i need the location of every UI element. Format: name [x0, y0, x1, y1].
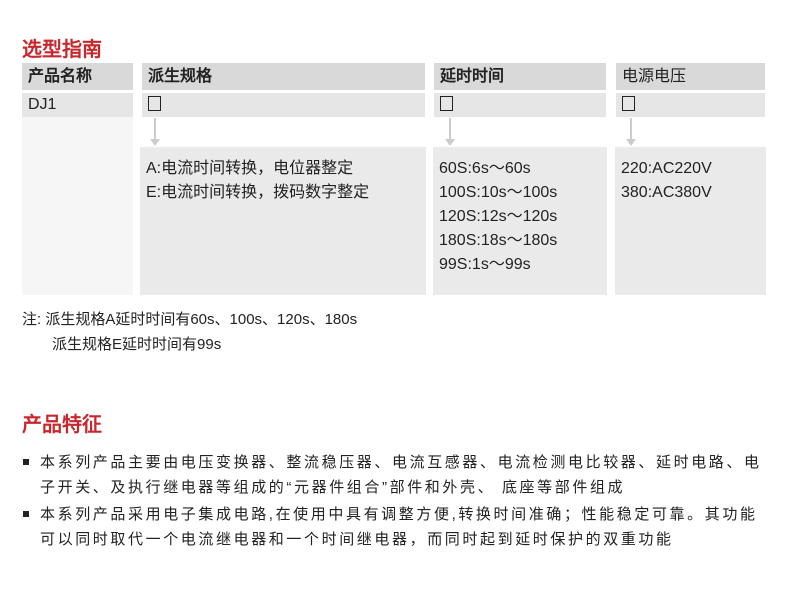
product-model: DJ1 — [22, 93, 133, 117]
header-voltage: 电源电压 — [616, 63, 765, 90]
placeholder-box-icon — [440, 95, 453, 111]
arrow-down-icon — [445, 118, 455, 146]
voltage-options: 220:AC220V 380:AC380V — [615, 147, 766, 295]
delay-option: 120S:12s～120s — [439, 208, 558, 225]
variant-option: A:电流时间转换，电位器整定 — [146, 160, 354, 177]
feature-item: 本系列产品采用电子集成电路,在使用中具有调整方便,转换时间准确；性能稳定可靠。其… — [23, 502, 758, 552]
delay-option: 99S:1s～99s — [439, 256, 531, 273]
placeholder-box-icon — [622, 95, 635, 111]
feature-item: 本系列产品主要由电压变换器、整流稳压器、电流互感器、电流检测电比较器、延时电路、… — [23, 450, 762, 500]
arrow-down-icon — [626, 118, 636, 146]
header-product-name: 产品名称 — [22, 63, 133, 90]
note-line: 派生规格E延时时间有99s — [52, 336, 222, 353]
product-column-fill — [22, 117, 133, 295]
voltage-placeholder — [616, 93, 765, 117]
delay-placeholder — [434, 93, 606, 117]
variant-options: A:电流时间转换，电位器整定 E:电流时间转换，拨码数字整定 — [140, 147, 426, 295]
bullet-icon — [23, 459, 29, 465]
voltage-option: 380:AC380V — [621, 184, 712, 201]
bullet-icon — [23, 511, 29, 517]
note-line: 注: 派生规格A延时时间有60s、100s、120s、180s — [22, 311, 358, 328]
feature-line: 子开关、及执行继电器等组成的“元器件组合”部件和外壳、 底座等部件组成 — [40, 479, 626, 496]
feature-line: 可以同时取代一个电流继电器和一个时间继电器，而同时起到延时保护的双重功能 — [40, 531, 674, 548]
variant-option: E:电流时间转换，拨码数字整定 — [146, 184, 370, 201]
header-delay: 延时时间 — [434, 63, 606, 90]
arrow-down-icon — [150, 118, 160, 146]
feature-line: 本系列产品主要由电压变换器、整流稳压器、电流互感器、电流检测电比较器、延时电路、… — [40, 454, 762, 471]
delay-options: 60S:6s～60s 100S:10s～100s 120S:12s～120s 1… — [433, 147, 607, 295]
delay-option: 60S:6s～60s — [439, 160, 531, 177]
feature-line: 本系列产品采用电子集成电路,在使用中具有调整方便,转换时间准确；性能稳定可靠。其… — [40, 506, 758, 523]
voltage-option: 220:AC220V — [621, 160, 712, 177]
selection-guide-title: 选型指南 — [22, 39, 102, 61]
delay-option: 100S:10s～100s — [439, 184, 558, 201]
variant-placeholder — [142, 93, 425, 117]
placeholder-box-icon — [148, 95, 161, 111]
header-variant: 派生规格 — [142, 63, 425, 90]
delay-option: 180S:18s～180s — [439, 232, 558, 249]
features-title: 产品特征 — [22, 414, 102, 436]
